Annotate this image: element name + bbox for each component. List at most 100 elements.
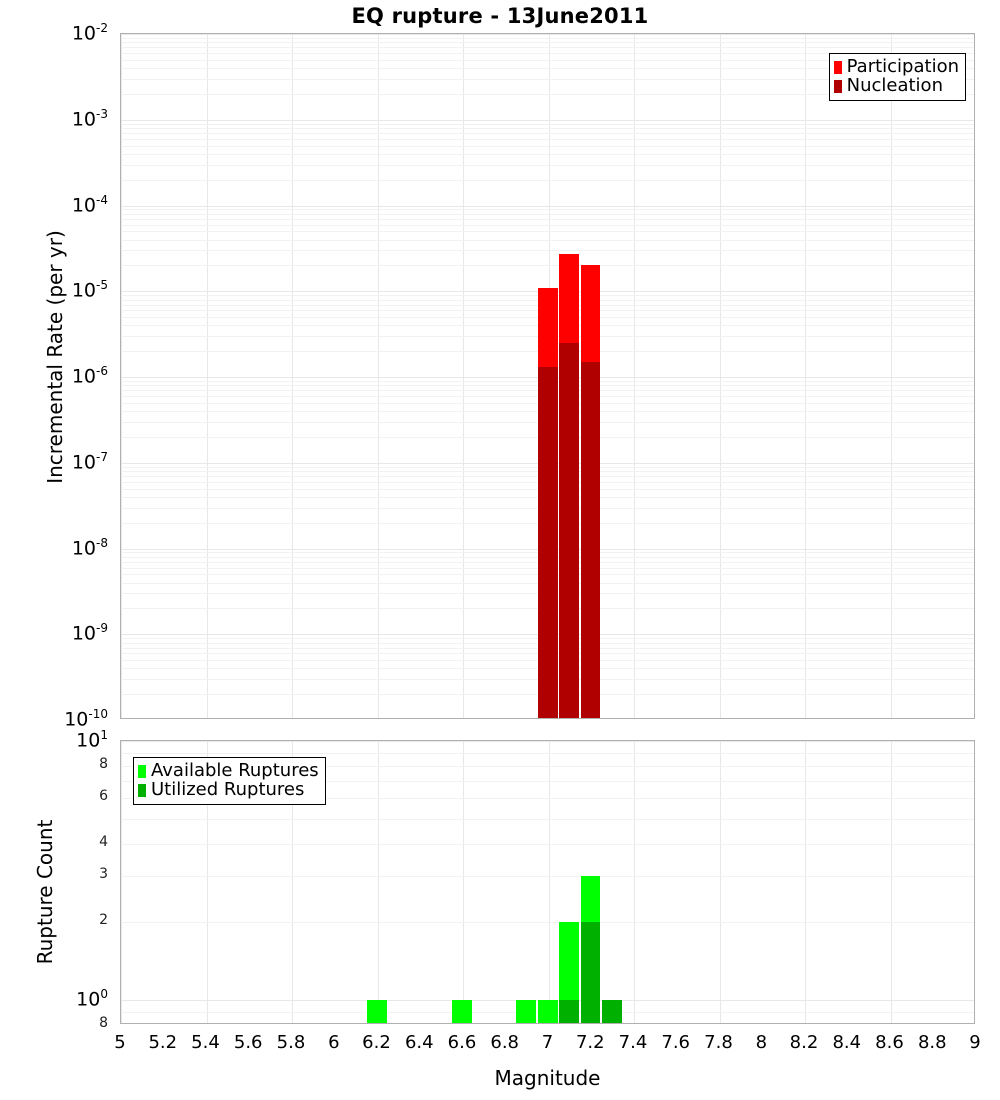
- gridline-vertical: [890, 34, 892, 718]
- y-tick-base: 10: [64, 708, 89, 731]
- incremental-rate-plot-panel: Participation Nucleation: [120, 33, 975, 719]
- legend-item-participation: Participation: [833, 56, 959, 77]
- gridline-horizontal-minor: [121, 209, 974, 211]
- gridline-horizontal-minor: [121, 250, 974, 252]
- gridline-horizontal-minor: [121, 128, 974, 130]
- gridline-horizontal: [121, 876, 974, 878]
- y-tick-base: 3: [99, 866, 108, 883]
- x-axis-label: Magnitude: [494, 1066, 601, 1090]
- bar-nucleation: [537, 367, 558, 718]
- y-tick-label-bottom-panel: 100: [76, 988, 108, 1009]
- gridline-horizontal-minor: [121, 239, 974, 241]
- gridline-vertical: [121, 34, 122, 718]
- y-tick-base: 2: [99, 912, 108, 928]
- bar-nucleation: [580, 361, 601, 718]
- gridline-horizontal-minor: [121, 179, 974, 181]
- bar-available-ruptures: [537, 999, 558, 1023]
- gridline-vertical: [463, 34, 464, 718]
- bar-available-ruptures: [366, 999, 387, 1023]
- bar-utilized-ruptures: [580, 921, 601, 1023]
- gridline-horizontal: [121, 798, 974, 800]
- gridline-horizontal: [121, 921, 974, 923]
- gridline-horizontal: [121, 766, 974, 768]
- gridline-horizontal: [121, 752, 974, 754]
- gridline-horizontal-minor: [121, 53, 974, 55]
- y-tick-base: 10: [71, 108, 97, 131]
- rupture-count-plot-panel: Available Ruptures Utilized Ruptures: [120, 740, 975, 1024]
- legend-label-participation: Participation: [846, 56, 959, 77]
- y-tick-base: 10: [71, 193, 97, 216]
- gridline-vertical: [206, 741, 208, 1023]
- x-tick-label: 5.4: [191, 1032, 220, 1053]
- y-tick-label-bottom-panel: 2: [99, 913, 108, 927]
- gridline-vertical: [719, 741, 721, 1023]
- gridline-horizontal-minor: [121, 265, 974, 267]
- gridline-vertical: [463, 741, 464, 1023]
- x-tick-label: 9: [969, 1032, 981, 1053]
- y-tick-exponent: -3: [96, 106, 108, 121]
- gridline-horizontal: [121, 844, 974, 846]
- x-tick-label: 8.2: [789, 1032, 819, 1053]
- legend-label-available-ruptures: Available Ruptures: [151, 760, 319, 781]
- gridline-vertical: [890, 741, 892, 1023]
- gridline-horizontal-minor: [121, 123, 974, 125]
- x-tick-label: 8.6: [875, 1032, 904, 1053]
- y-tick-base: 10: [76, 988, 101, 1011]
- x-tick-label: 7.2: [575, 1032, 605, 1053]
- x-tick-label: 5.2: [148, 1032, 178, 1053]
- gridline-horizontal-minor: [121, 231, 974, 233]
- gridline-vertical: [805, 34, 806, 718]
- gridline-vertical: [292, 741, 293, 1023]
- y-tick-label-bottom-panel: 8: [99, 1016, 108, 1030]
- y-tick-label-top-panel: 10-4: [72, 194, 108, 215]
- gridline-vertical: [292, 34, 293, 718]
- page-title: EQ rupture - 13June2011: [351, 4, 649, 28]
- x-tick-label: 6.6: [447, 1032, 477, 1053]
- x-tick-label: 8: [755, 1032, 768, 1053]
- legend-item-nucleation: Nucleation: [833, 76, 959, 96]
- y-tick-base: 10: [76, 729, 101, 752]
- gridline-vertical: [634, 34, 635, 718]
- x-tick-label: 8.8: [917, 1032, 947, 1053]
- x-tick-label: 8.4: [832, 1032, 862, 1053]
- gridline-horizontal-major: [121, 119, 974, 121]
- y-tick-base: 10: [71, 451, 97, 474]
- y-tick-label-top-panel: 10-3: [72, 108, 108, 129]
- y-tick-exponent: 0: [100, 986, 108, 1001]
- x-tick-label: 7: [541, 1032, 554, 1053]
- y-tick-exponent: -6: [96, 364, 108, 378]
- x-tick-label: 5.6: [233, 1032, 263, 1053]
- available-ruptures-color-swatch: [138, 764, 146, 778]
- y-tick-base: 4: [99, 834, 108, 850]
- gridline-vertical: [634, 741, 635, 1023]
- gridline-horizontal-minor: [121, 42, 974, 44]
- y-tick-label-bottom-panel: 8: [99, 757, 108, 771]
- y-tick-exponent: 1: [100, 728, 108, 742]
- bar-available-ruptures: [559, 921, 580, 1023]
- y-tick-exponent: -2: [96, 21, 108, 35]
- bottom-panel-y-tick-labels: 101 8 6 4 3 2 100 8: [0, 0, 114, 1100]
- y-tick-exponent: -9: [96, 621, 108, 636]
- gridline-horizontal-minor: [121, 153, 974, 155]
- y-tick-base: 6: [99, 788, 108, 805]
- bar-nucleation: [559, 342, 580, 718]
- y-tick-label-top-panel: 10-5: [72, 279, 108, 300]
- gridline-horizontal: [121, 781, 974, 783]
- y-tick-exponent: -8: [96, 535, 108, 550]
- y-tick-exponent: -7: [96, 449, 108, 464]
- gridline-horizontal-minor: [121, 93, 974, 95]
- x-tick-label: 7.6: [661, 1032, 691, 1053]
- legend-item-utilized-ruptures: Utilized Ruptures: [138, 778, 319, 800]
- legend-item-available-ruptures: Available Ruptures: [138, 760, 319, 781]
- utilized-ruptures-color-swatch: [138, 783, 146, 797]
- gridline-horizontal-minor: [121, 68, 974, 70]
- top-panel-legend: Participation Nucleation: [828, 53, 966, 101]
- y-tick-base: 10: [71, 536, 97, 559]
- x-tick-label: 6.4: [404, 1032, 434, 1053]
- top-panel-y-axis-label: Incremental Rate (per yr): [43, 230, 67, 484]
- gridline-horizontal-minor: [121, 145, 974, 147]
- legend-label-utilized-ruptures: Utilized Ruptures: [151, 778, 305, 800]
- x-tick-label: 5.8: [276, 1032, 306, 1053]
- y-tick-exponent: -10: [88, 707, 108, 721]
- y-tick-label-top-panel: 10-7: [72, 451, 108, 472]
